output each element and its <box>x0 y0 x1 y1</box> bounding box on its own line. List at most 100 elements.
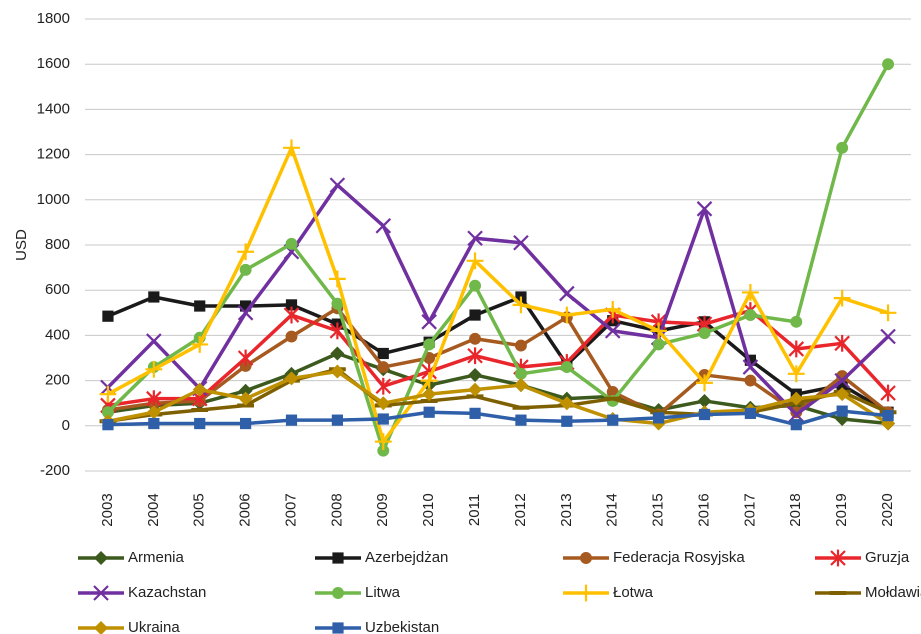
marker <box>833 289 851 307</box>
marker <box>237 305 254 321</box>
x-tick-label: 2014 <box>604 493 621 526</box>
marker <box>468 367 483 382</box>
marker-part <box>284 371 299 386</box>
legend-item: Federacja Rosyjska <box>563 549 745 566</box>
marker <box>514 367 527 380</box>
marker-part <box>836 379 848 391</box>
legend-label: Litwa <box>365 584 401 601</box>
y-tick-label: 1400 <box>37 100 70 117</box>
marker <box>696 374 713 392</box>
marker-part <box>422 387 437 402</box>
marker-part <box>146 333 162 349</box>
marker <box>653 412 665 424</box>
marker <box>789 391 804 406</box>
marker-part <box>580 552 592 564</box>
marker-part <box>331 414 343 426</box>
marker-part <box>653 412 665 424</box>
marker-part <box>607 414 619 426</box>
marker <box>330 346 345 361</box>
series-line <box>107 369 889 426</box>
marker <box>328 270 346 288</box>
marker-part <box>377 361 390 373</box>
x-tick-label: 2013 <box>558 493 575 526</box>
x-tick-label: 2006 <box>237 493 254 526</box>
legend-label: Łotwa <box>613 584 654 601</box>
marker <box>283 306 300 324</box>
y-tick-label: 1000 <box>37 191 70 208</box>
marker <box>329 322 346 340</box>
marker-part <box>239 263 252 276</box>
legend-label: Gruzja <box>865 549 910 566</box>
x-tick-label: 2004 <box>145 493 162 526</box>
marker-part <box>101 406 114 419</box>
legend-label: Mołdawia <box>865 584 921 601</box>
marker-part <box>148 417 160 430</box>
legend-label: Federacja Rosyjska <box>613 549 745 566</box>
marker-part <box>194 417 206 430</box>
x-tick-label: 2016 <box>695 493 712 526</box>
marker <box>146 390 162 408</box>
marker <box>744 354 756 366</box>
marker <box>94 551 108 565</box>
x-tick-label: 2015 <box>650 493 667 526</box>
marker <box>561 415 573 427</box>
marker-part <box>744 407 756 419</box>
marker <box>375 377 392 395</box>
legend-item: Litwa <box>315 584 401 601</box>
marker <box>422 387 437 402</box>
y-tick-label: 600 <box>45 281 70 298</box>
marker <box>332 587 344 599</box>
marker-part <box>192 382 207 397</box>
marker <box>146 333 162 349</box>
marker-part <box>742 359 759 375</box>
marker-part <box>375 218 392 234</box>
marker <box>834 334 850 352</box>
marker-part <box>514 367 527 380</box>
marker <box>377 444 390 457</box>
series-line <box>106 63 890 453</box>
marker <box>467 230 483 246</box>
marker-part <box>790 419 802 431</box>
marker <box>744 407 756 419</box>
marker-part <box>468 367 483 382</box>
legend-item: Kazachstan <box>78 584 206 601</box>
marker <box>238 391 253 406</box>
marker-part <box>513 234 529 251</box>
marker-part <box>789 391 804 406</box>
x-tick-label: 2009 <box>374 493 391 526</box>
marker <box>332 552 344 564</box>
x-tick-label: 2019 <box>833 493 850 526</box>
legend-item: Uzbekistan <box>315 619 439 634</box>
y-tick-label: 1800 <box>37 10 70 27</box>
marker <box>577 584 595 602</box>
marker-part <box>332 587 344 599</box>
marker <box>744 309 757 322</box>
legend-item: Łotwa <box>563 584 654 602</box>
marker-part <box>515 414 527 426</box>
marker <box>580 552 592 564</box>
marker-part <box>698 408 711 421</box>
marker <box>742 359 759 375</box>
marker <box>514 339 527 352</box>
marker <box>239 263 252 276</box>
marker-part <box>146 405 161 420</box>
marker <box>559 396 574 411</box>
y-tick-label: 0 <box>62 417 70 434</box>
y-tick-label: 1600 <box>37 55 70 72</box>
marker <box>696 201 713 217</box>
marker <box>238 383 253 398</box>
marker <box>99 385 117 403</box>
marker <box>836 379 848 391</box>
marker-part <box>882 410 894 422</box>
marker-part <box>834 372 850 389</box>
marker-part <box>652 338 665 351</box>
marker <box>607 414 619 426</box>
marker-part <box>514 339 527 352</box>
marker <box>240 417 252 430</box>
legend-item: Mołdawia <box>815 584 921 601</box>
marker <box>374 433 392 451</box>
marker <box>102 419 114 431</box>
marker-part <box>93 585 109 601</box>
y-tick-label: 800 <box>45 236 70 253</box>
y-axis-label: USD <box>13 229 30 261</box>
